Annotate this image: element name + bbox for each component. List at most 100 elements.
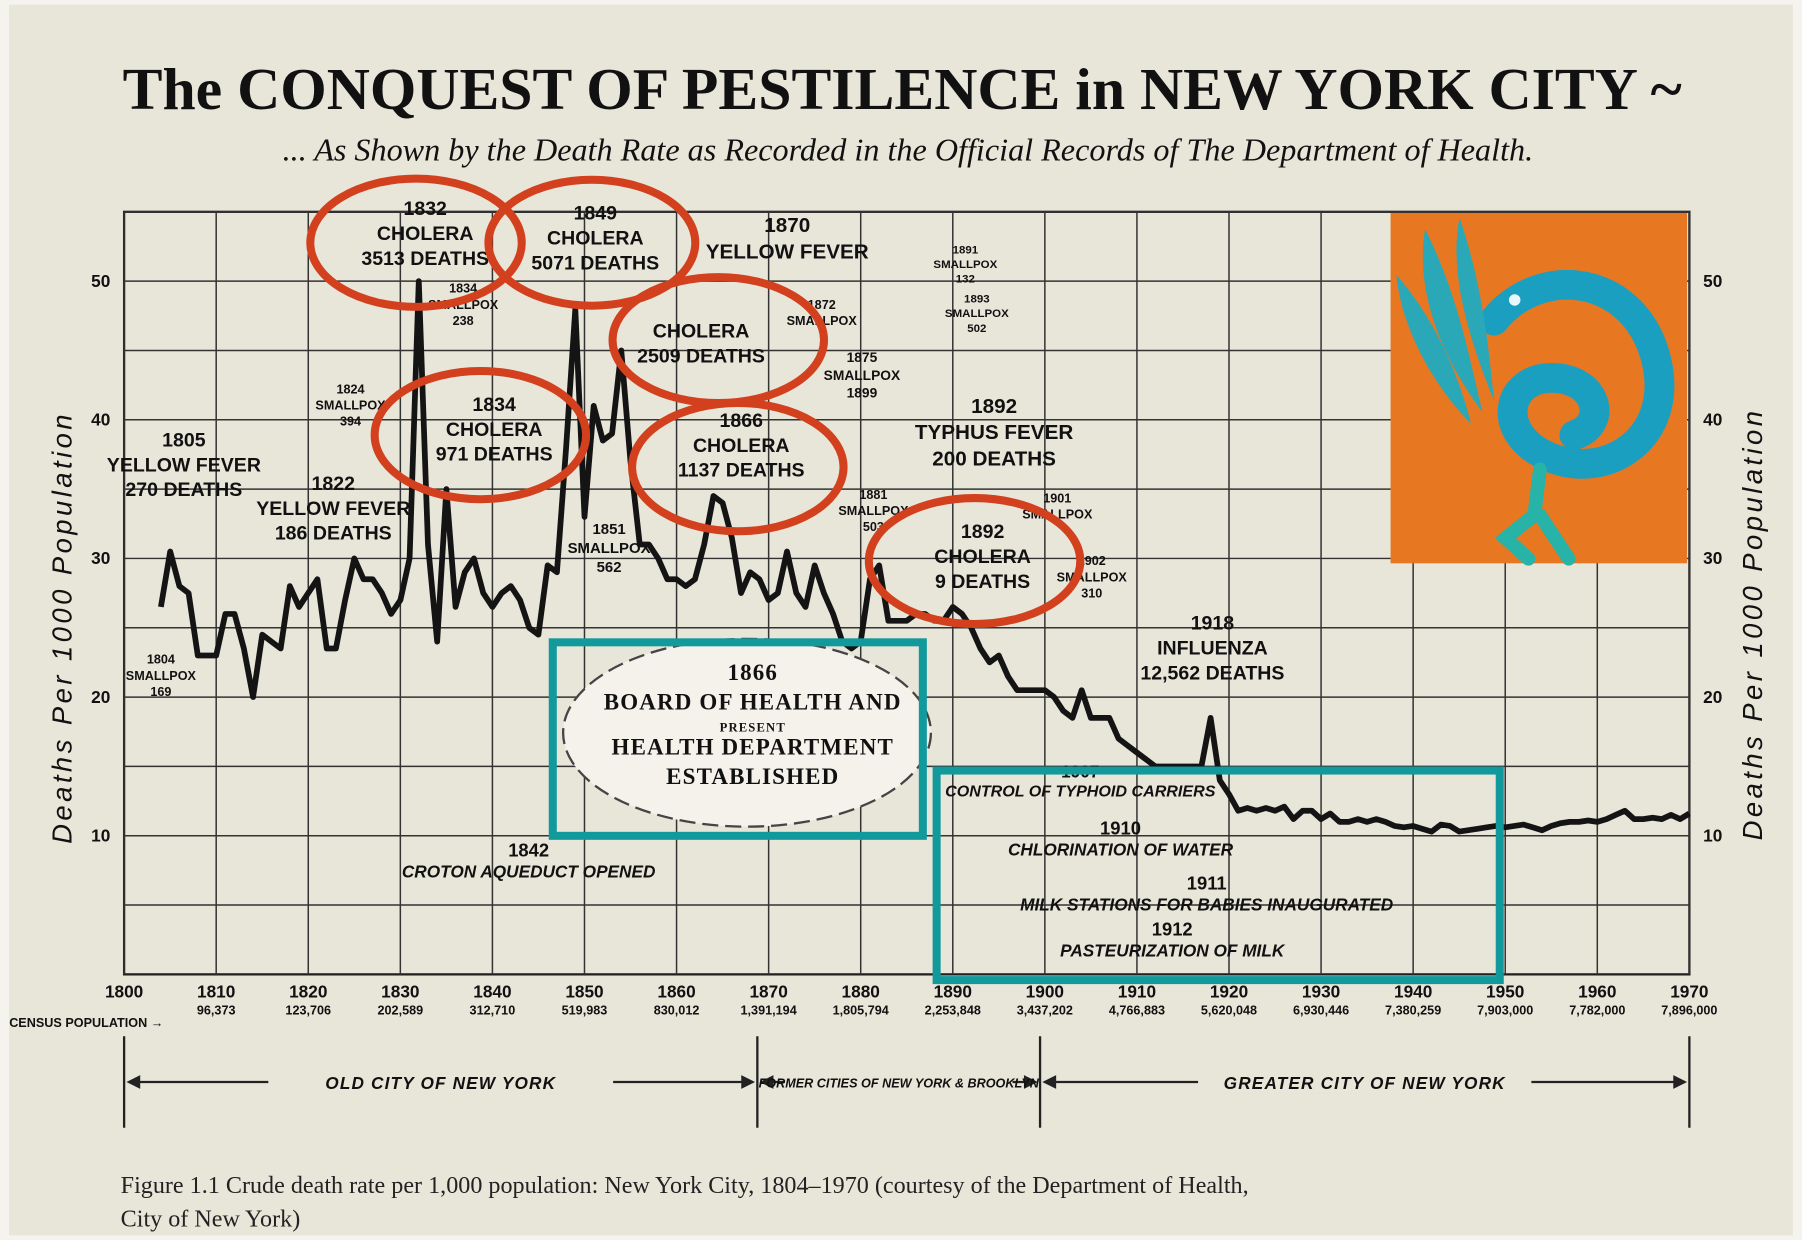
census-value: 6,930,446: [1293, 1003, 1349, 1017]
annotation-line: TYPHUS FEVER: [915, 421, 1074, 444]
annotation-line: 502: [967, 323, 986, 335]
annotation-line: 2509 DEATHS: [637, 346, 765, 368]
chart-title: The CONQUEST OF PESTILENCE in NEW YORK C…: [123, 56, 1682, 122]
y2-tick-label: 30: [1703, 548, 1722, 568]
annotation-line: YELLOW FEVER: [706, 240, 869, 263]
census-value: 519,983: [562, 1003, 608, 1017]
annotation-line: SMALLPOX: [945, 308, 1009, 320]
annotation-line: CHOLERA: [693, 435, 790, 457]
annotation-line: 1911: [1187, 873, 1227, 894]
annotation-line: 1892: [961, 521, 1005, 543]
annotation-line: 200 DEATHS: [932, 448, 1056, 471]
x-tick-label: 1920: [1210, 981, 1248, 1001]
annotation-line: 1870: [764, 214, 810, 237]
census-value: 123,706: [285, 1003, 331, 1017]
census-value: 312,710: [470, 1003, 516, 1017]
annotation-line: INFLUENZA: [1157, 638, 1268, 660]
annotation-line: SMALLPOX: [824, 368, 901, 383]
chart-subtitle: ... As Shown by the Death Rate as Record…: [283, 131, 1534, 167]
era-label-bg: [268, 1070, 614, 1094]
caption-line: Figure 1.1 Crude death rate per 1,000 po…: [121, 1173, 1249, 1199]
census-value: 7,896,000: [1661, 1003, 1717, 1017]
annotation-line: SMALLPOX: [933, 259, 997, 271]
caption-line: City of New York): [121, 1206, 301, 1232]
annotation-line: 1822: [312, 473, 356, 495]
x-tick-label: 1950: [1486, 981, 1524, 1001]
census-value: 830,012: [654, 1003, 700, 1017]
annotation-line: 238: [453, 314, 474, 328]
y-tick-label: 10: [91, 825, 110, 845]
annotation-line: 1834: [472, 394, 516, 416]
annotation-line: 1893: [964, 294, 990, 306]
census-value: 2,253,848: [925, 1003, 981, 1017]
x-tick-label: 1930: [1302, 981, 1340, 1001]
x-tick-label: 1970: [1670, 981, 1708, 1001]
x-tick-label: 1960: [1578, 981, 1616, 1001]
highlight-ellipse: [484, 175, 700, 310]
census-label: CENSUS POPULATION →: [9, 1016, 163, 1030]
census-value: 3,437,202: [1017, 1003, 1073, 1017]
annotation-line: 1805: [162, 429, 206, 451]
annotation-line: CONTROL OF TYPHOID CARRIERS: [945, 783, 1216, 801]
y2-tick-label: 10: [1703, 825, 1722, 845]
annotation-line: 1899: [847, 385, 878, 400]
annotation-line: SMALLPOX: [315, 399, 386, 413]
annotation-line: 1851: [592, 522, 625, 538]
annotation-line: 1902: [1078, 554, 1106, 568]
y-tick-label: 30: [91, 548, 110, 568]
highlight-ellipse: [370, 366, 591, 504]
annotation-line: SMALLPOX: [838, 504, 909, 518]
highlight-ellipse: [306, 174, 526, 311]
logo: [1390, 212, 1688, 566]
y-tick-label: 20: [91, 687, 110, 707]
annotation-line: 1866: [720, 410, 764, 432]
x-tick-label: 1840: [473, 981, 511, 1001]
logo-eye: [1508, 294, 1521, 306]
annotation-line: 394: [340, 415, 361, 429]
era-label: OLD CITY OF NEW YORK: [325, 1073, 556, 1093]
annotation-line: CHOLERA: [547, 228, 644, 250]
x-tick-label: 1810: [197, 981, 235, 1001]
annotation-line: 971 DEATHS: [436, 444, 553, 466]
annotation-line: 1804: [147, 653, 175, 667]
annotation-line: 9 DEATHS: [935, 571, 1030, 593]
census-value: 4,766,883: [1109, 1003, 1165, 1017]
annotation-line: 1912: [1152, 918, 1193, 939]
annotation-line: HEALTH DEPARTMENT: [612, 735, 894, 760]
era-label-bg: [1198, 1070, 1532, 1094]
annotation-line: BOARD OF HEALTH AND: [604, 689, 902, 714]
annotation-line: YELLOW FEVER: [107, 454, 261, 476]
annotation-line: CHOLERA: [653, 321, 750, 343]
y2-tick-label: 20: [1703, 687, 1722, 707]
x-tick-label: 1800: [105, 981, 143, 1001]
annotation-line: 132: [956, 274, 975, 286]
annotation-line: 1832: [403, 198, 447, 220]
x-tick-label: 1940: [1394, 981, 1432, 1001]
census-value: 5,620,048: [1201, 1003, 1257, 1017]
era-label-bg: [784, 1070, 1013, 1094]
annotation-line: 1824: [336, 383, 364, 397]
annotation-line: SMALLPOX: [126, 669, 197, 683]
highlight-box: [548, 638, 927, 840]
annotation-line: PRESENT: [720, 721, 786, 735]
annotation-line: SMALLPOX: [1057, 570, 1128, 584]
annotation-line: 1892: [971, 395, 1017, 418]
logo-feathers: [1396, 217, 1495, 424]
x-tick-label: 1880: [842, 981, 880, 1001]
annotation-line: 1866: [727, 660, 778, 685]
era-label: GREATER CITY OF NEW YORK: [1224, 1073, 1507, 1093]
y2-tick-label: 40: [1703, 410, 1722, 430]
annotation-line: ESTABLISHED: [666, 764, 839, 789]
annotation-line: 310: [1081, 586, 1102, 600]
annotation-line: MILK STATIONS FOR BABIES INAUGURATED: [1020, 895, 1393, 915]
annotation-line: 1875: [847, 350, 878, 365]
logo-bird-body: [1479, 270, 1675, 479]
annotation-line: 12,562 DEATHS: [1140, 662, 1284, 684]
highlight-ellipse: [628, 399, 848, 536]
x-tick-label: 1830: [381, 981, 419, 1001]
x-tick-label: 1860: [657, 981, 695, 1001]
census-value: 1,391,194: [741, 1003, 797, 1017]
annotation-line: CHOLERA: [446, 419, 543, 441]
annotation-line: 270 DEATHS: [125, 479, 242, 501]
y2-tick-label: 50: [1703, 271, 1722, 291]
